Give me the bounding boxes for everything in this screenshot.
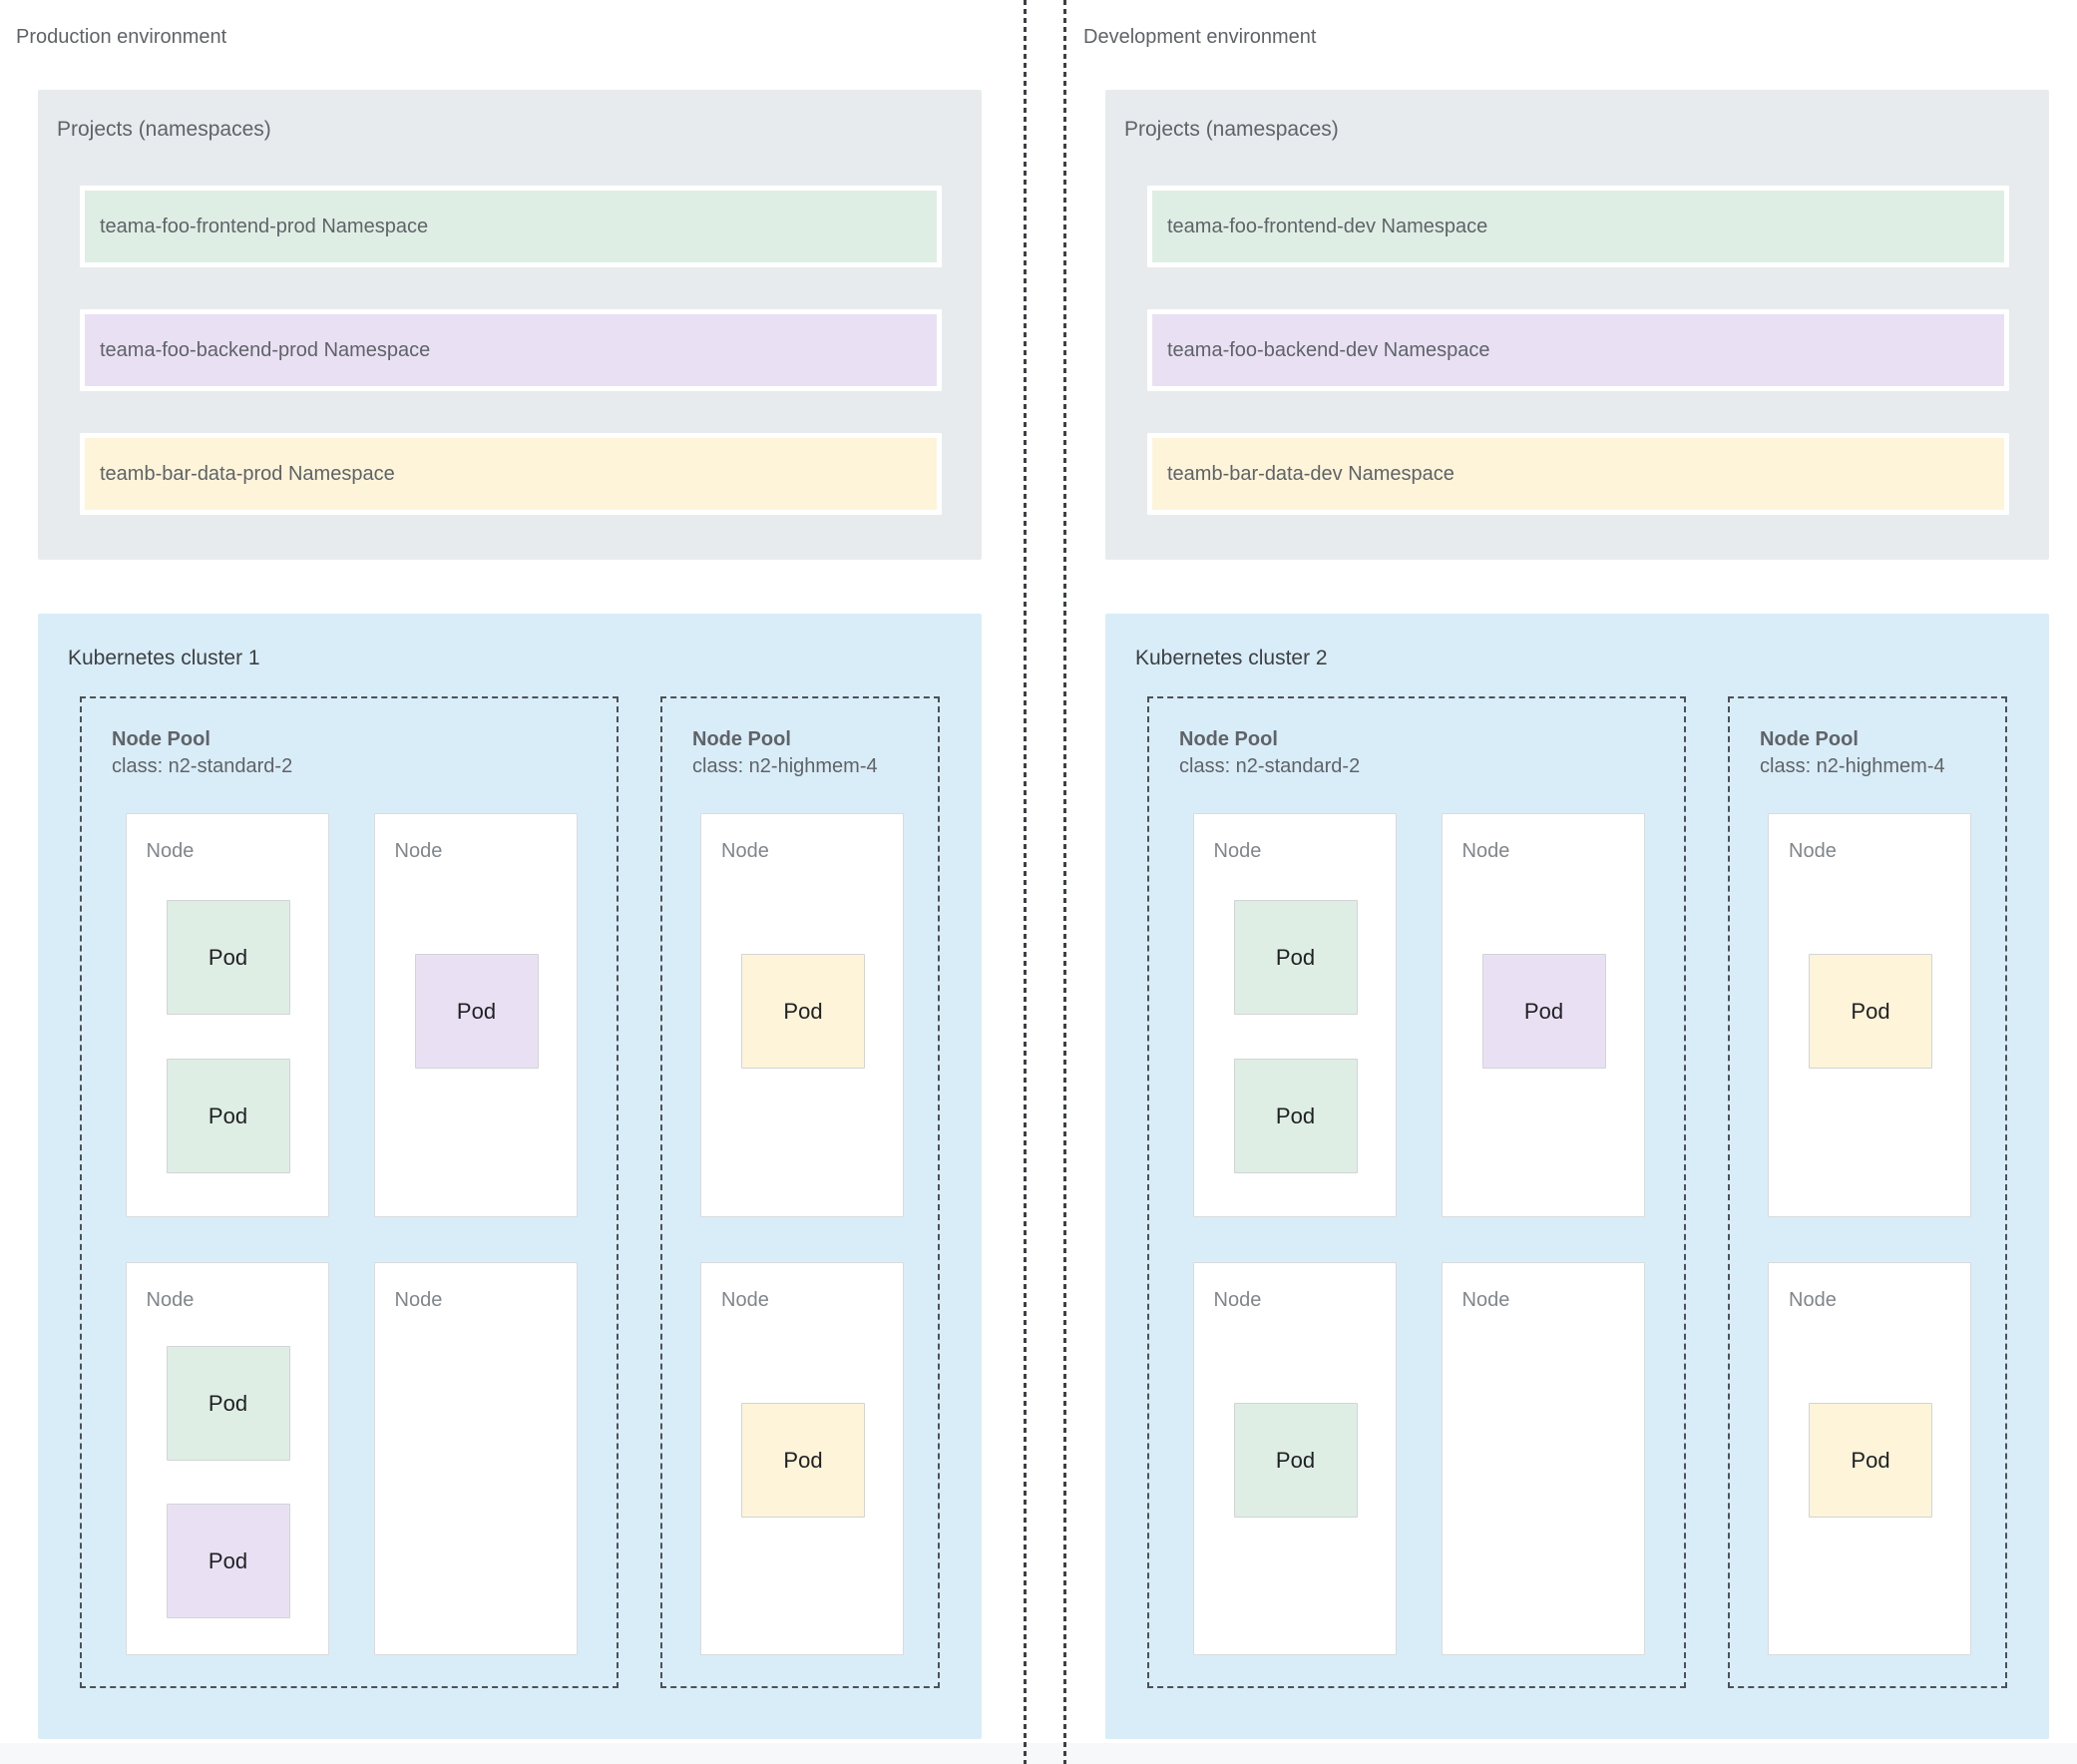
node-label: Node — [146, 1289, 195, 1311]
pod-label: Pod — [783, 1447, 823, 1473]
cluster-title: Kubernetes cluster 1 — [68, 647, 260, 669]
environment-production: Production environment Projects (namespac… — [0, 0, 1010, 1764]
node-box: Node — [373, 1262, 578, 1655]
node-pool-title: Node Pool — [1179, 728, 1278, 750]
node-label: Node — [1213, 840, 1262, 862]
namespace-bar-purple: teama-foo-backend-prod Namespace — [80, 309, 942, 391]
cluster-panel: Kubernetes cluster 2 Node Pool class: n2-s… — [1105, 614, 2049, 1739]
node-label: Node — [721, 840, 769, 862]
pod-box-yellow: Pod — [1809, 1403, 1932, 1518]
node-box: Node Pod Pod — [1192, 813, 1397, 1217]
node-box: Node Pod — [373, 813, 578, 1217]
environment-title: Development environment — [1083, 26, 1317, 48]
node-box: Node Pod — [1768, 813, 1971, 1217]
pod-label: Pod — [1275, 1447, 1316, 1473]
node-pool-title: Node Pool — [1760, 728, 1859, 750]
namespace-bar-yellow: teamb-bar-data-prod Namespace — [80, 433, 942, 515]
pod-label: Pod — [1275, 1102, 1316, 1128]
namespace-label: teama-foo-backend-dev Namespace — [1167, 338, 1490, 361]
pod-label: Pod — [208, 1547, 248, 1573]
namespace-label: teama-foo-frontend-dev Namespace — [1167, 215, 1488, 237]
node-box: Node Pod — [700, 1262, 904, 1655]
pod-label: Pod — [1851, 998, 1890, 1024]
environment-development: Development environment Projects (namespa… — [1067, 0, 2077, 1764]
pod-label: Pod — [208, 1102, 248, 1128]
node-pool-class: class: n2-standard-2 — [112, 755, 293, 777]
namespace-bar-green: teama-foo-frontend-dev Namespace — [1147, 186, 2009, 267]
node-label: Node — [146, 840, 195, 862]
pod-box-yellow: Pod — [1809, 954, 1932, 1069]
pod-box-yellow: Pod — [741, 954, 865, 1069]
node-label: Node — [394, 840, 443, 862]
pod-label: Pod — [456, 998, 497, 1024]
node-box: Node Pod Pod — [125, 1262, 329, 1655]
pod-label: Pod — [208, 1390, 248, 1416]
pod-box-green: Pod — [166, 1059, 290, 1173]
environment-divider-line-right — [1063, 0, 1066, 1764]
pod-box-purple: Pod — [166, 1504, 290, 1618]
page-bottom-strip — [0, 1743, 2077, 1764]
pod-label: Pod — [1523, 998, 1564, 1024]
namespace-bar-green: teama-foo-frontend-prod Namespace — [80, 186, 942, 267]
environment-divider-line-left — [1024, 0, 1027, 1764]
node-pool-class: class: n2-highmem-4 — [1760, 755, 1945, 777]
node-box: Node Pod Pod — [125, 813, 329, 1217]
pod-box-purple: Pod — [1481, 954, 1606, 1069]
pod-box-green: Pod — [166, 1346, 290, 1461]
namespace-label: teamb-bar-data-prod Namespace — [100, 462, 395, 485]
projects-panel: Projects (namespaces) teama-foo-frontend-… — [1105, 90, 2049, 560]
pod-box-purple: Pod — [414, 954, 539, 1069]
pod-box-green: Pod — [1233, 900, 1358, 1015]
node-pool-header: Node Pool class: n2-highmem-4 — [1760, 726, 1945, 780]
node-label: Node — [394, 1289, 443, 1311]
cluster-panel: Kubernetes cluster 1 Node Pool class: n2-s… — [38, 614, 982, 1739]
node-label: Node — [1461, 1289, 1510, 1311]
node-box: Node Pod — [1768, 1262, 1971, 1655]
node-pool-class: class: n2-highmem-4 — [692, 755, 878, 777]
node-label: Node — [1789, 840, 1837, 862]
pod-box-yellow: Pod — [741, 1403, 865, 1518]
node-pool-header: Node Pool class: n2-standard-2 — [112, 726, 292, 780]
node-pool-class: class: n2-standard-2 — [1179, 755, 1361, 777]
node-box: Node Pod — [700, 813, 904, 1217]
environment-title: Production environment — [16, 26, 227, 48]
node-pool-title: Node Pool — [692, 728, 791, 750]
node-box: Node Pod — [1192, 1262, 1397, 1655]
node-pool: Node Pool class: n2-standard-2 Node Pod Pod N… — [80, 696, 619, 1688]
namespace-label: teamb-bar-data-dev Namespace — [1167, 462, 1454, 485]
node-box: Node Pod — [1441, 813, 1645, 1217]
node-label: Node — [1213, 1289, 1262, 1311]
node-pool-header: Node Pool class: n2-standard-2 — [1179, 726, 1360, 780]
node-pool-header: Node Pool class: n2-highmem-4 — [692, 726, 878, 780]
pod-box-green: Pod — [1233, 1059, 1358, 1173]
projects-panel-title: Projects (namespaces) — [1124, 118, 1339, 141]
node-pool: Node Pool class: n2-standard-2 Node Pod Pod N… — [1147, 696, 1686, 1688]
pod-box-green: Pod — [166, 900, 290, 1015]
pod-label: Pod — [208, 944, 248, 970]
node-pool: Node Pool class: n2-highmem-4 Node Pod Node P… — [1728, 696, 2007, 1688]
namespace-bar-purple: teama-foo-backend-dev Namespace — [1147, 309, 2009, 391]
pod-box-green: Pod — [1233, 1403, 1358, 1518]
pod-label: Pod — [1275, 944, 1316, 970]
projects-panel-title: Projects (namespaces) — [57, 118, 271, 141]
pod-label: Pod — [1851, 1447, 1890, 1473]
node-pool-title: Node Pool — [112, 728, 210, 750]
node-label: Node — [1461, 840, 1510, 862]
node-pool: Node Pool class: n2-highmem-4 Node Pod Node P… — [660, 696, 940, 1688]
node-label: Node — [1789, 1289, 1837, 1311]
pod-label: Pod — [783, 998, 823, 1024]
node-box: Node — [1441, 1262, 1645, 1655]
namespace-label: teama-foo-frontend-prod Namespace — [100, 215, 429, 237]
namespace-label: teama-foo-backend-prod Namespace — [100, 338, 431, 361]
node-label: Node — [721, 1289, 769, 1311]
projects-panel: Projects (namespaces) teama-foo-frontend-… — [38, 90, 982, 560]
namespace-bar-yellow: teamb-bar-data-dev Namespace — [1147, 433, 2009, 515]
cluster-title: Kubernetes cluster 2 — [1135, 647, 1328, 669]
